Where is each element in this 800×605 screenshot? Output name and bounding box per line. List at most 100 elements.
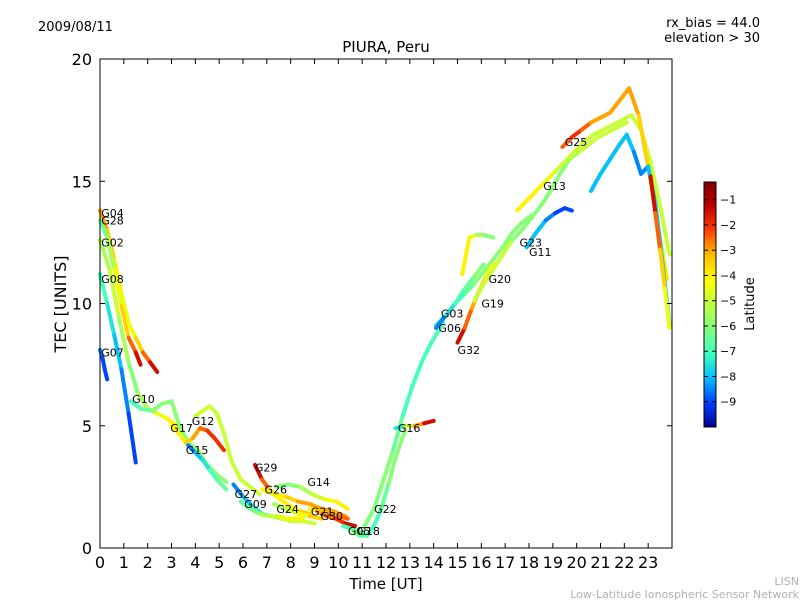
x-tick-label: 10 [328, 553, 348, 572]
prn-label: G02 [101, 236, 124, 249]
series-g06 [434, 262, 486, 330]
series-g11 [524, 206, 574, 250]
track-segment [460, 235, 472, 277]
track-segment [462, 281, 477, 296]
x-tick-label: 13 [400, 553, 420, 572]
track-segment [658, 203, 672, 257]
track-segment [631, 149, 644, 176]
track-segment [295, 511, 312, 519]
track-segment [472, 262, 486, 279]
track-segment [136, 391, 150, 411]
prn-label: G29 [255, 461, 278, 474]
track-segment [453, 286, 467, 306]
series-g24 [271, 501, 324, 521]
track-segment [231, 482, 245, 499]
track-segment [472, 281, 486, 304]
x-tick-label: 6 [238, 553, 248, 572]
track-segment [481, 267, 496, 286]
prn-label: G30 [320, 510, 343, 523]
track-segment [98, 208, 110, 233]
track-segment [400, 384, 415, 418]
prn-label: G06 [438, 322, 461, 335]
track-segment [569, 127, 584, 140]
series-g20 [460, 233, 496, 277]
colorbar-tick-label: −7 [720, 345, 736, 358]
prn-label: G16 [398, 422, 421, 435]
track-segment [524, 189, 539, 203]
track-segment [190, 426, 203, 440]
track-segment [126, 321, 138, 340]
track-segment [107, 267, 122, 321]
track-segment [274, 482, 291, 489]
x-tick-label: 4 [190, 553, 200, 572]
track-segment [581, 132, 596, 145]
track-segment [150, 401, 164, 414]
track-segment [112, 257, 124, 296]
prn-label: G20 [488, 273, 511, 286]
track-segment [260, 477, 272, 492]
track-segment [119, 291, 131, 326]
track-segment [519, 215, 534, 233]
prn-label: G13 [543, 180, 566, 193]
track-segment [381, 448, 396, 482]
track-segment [491, 245, 505, 262]
x-axis-label: Time [UT] [348, 575, 422, 593]
track-segment [422, 418, 436, 426]
track-segment [238, 477, 253, 489]
track-segment [102, 367, 110, 382]
prn-label: G14 [307, 476, 330, 489]
track-segment [343, 521, 358, 528]
x-tick-label: 0 [95, 553, 105, 572]
prn-label-layer: G04G28G02G08G07G10G12G17G15G29G26G14G27G… [101, 136, 587, 538]
track-segment [307, 501, 324, 511]
track-segment [100, 355, 107, 372]
x-tick-label: 15 [447, 553, 467, 572]
prn-label: G12 [192, 415, 215, 428]
track-segment [148, 360, 160, 374]
tick-layer: 0 1 2 3 4 5 6 7 8 9 10 11 12 13 14 15 16 17 18 19 20 21 22 2305… [72, 50, 672, 572]
prn-label: G27 [235, 488, 258, 501]
colorbar [703, 181, 717, 428]
prn-label: G04 [101, 207, 124, 220]
track-segment [248, 484, 262, 497]
track-segment [207, 467, 219, 482]
x-tick-label: 17 [495, 553, 515, 572]
colorbar-tick-label: −1 [720, 194, 736, 207]
track-segment [491, 252, 505, 272]
track-segment [276, 514, 293, 521]
prn-label: G11 [529, 246, 552, 259]
x-tick-label: 3 [166, 553, 176, 572]
series-g09 [238, 499, 305, 521]
track-segment [372, 477, 386, 511]
track-segment [295, 499, 312, 506]
prn-label: G05 [348, 525, 371, 538]
track-segment [372, 506, 384, 528]
series-g26 [260, 487, 348, 519]
prn-label: G21 [311, 505, 334, 518]
track-segment [519, 213, 534, 225]
track-segment [557, 157, 572, 176]
track-segment [310, 492, 327, 502]
track-segment [481, 233, 496, 240]
track-segment [608, 98, 622, 115]
track-segment [598, 157, 613, 176]
series-g08 [98, 272, 138, 465]
track-segment [648, 174, 658, 216]
track-segment [117, 316, 131, 365]
prn-label: G23 [519, 236, 542, 249]
track-segment [653, 211, 663, 252]
track-segment [128, 399, 143, 411]
track-segment [393, 428, 408, 460]
prn-label: G15 [186, 444, 209, 457]
x-tick-label: 18 [519, 553, 539, 572]
track-segment [98, 237, 112, 272]
track-segment [126, 360, 141, 396]
series-g22 [362, 321, 446, 528]
x-tick-label: 23 [638, 553, 658, 572]
track-segment [221, 431, 234, 462]
track-segment [112, 333, 124, 372]
track-segment [484, 262, 496, 279]
track-segment [524, 230, 539, 250]
track-segment [534, 218, 548, 235]
